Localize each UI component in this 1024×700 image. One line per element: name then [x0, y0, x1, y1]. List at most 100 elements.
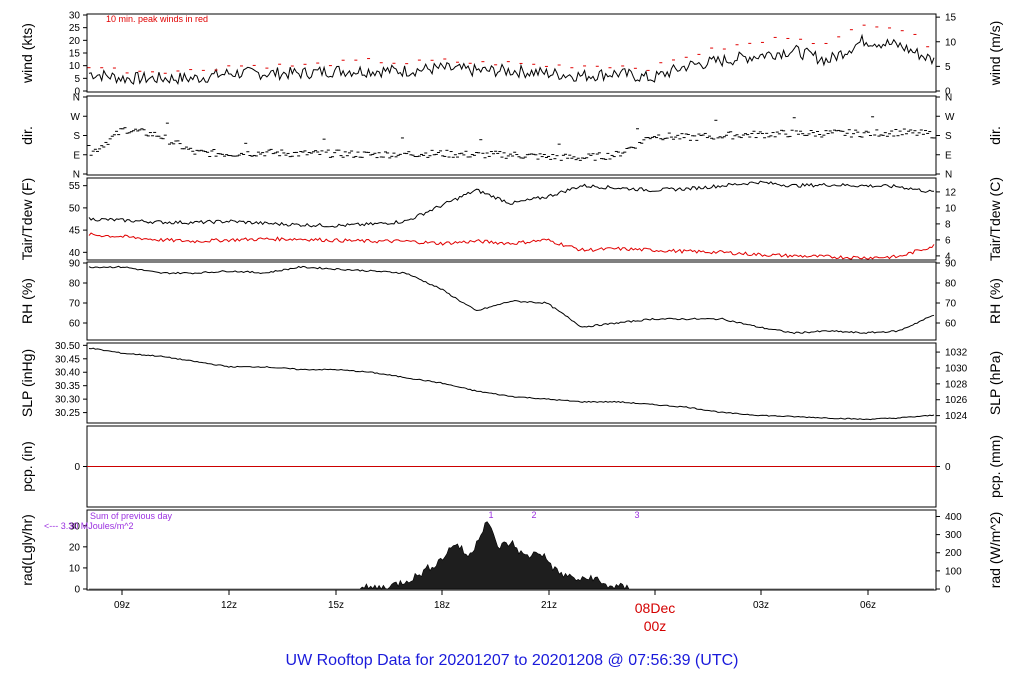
- y-tick-label: 60: [945, 319, 957, 330]
- y-tick-label: 1028: [945, 379, 968, 390]
- panel-temp: Tair/Tdew (F) Tair/Tdew (C) 55 50 45 40 12 10 8 6…: [19, 177, 1003, 262]
- temp-series-Tair: [88, 180, 934, 228]
- x-tick-label: 12z: [221, 600, 237, 611]
- midnight-label: 00z: [644, 618, 667, 634]
- y-label-right: RH (%): [987, 278, 1003, 324]
- chart-panels: wind (kts) wind (m/s)30252015105015105010…: [19, 11, 1003, 596]
- y-tick-label: 0: [74, 585, 80, 596]
- y-tick-label: N: [73, 170, 80, 181]
- panel-frame: [86, 177, 937, 261]
- y-tick-label: 30.50: [55, 341, 80, 352]
- rh-series-0: [88, 265, 935, 335]
- x-tick-label: 06z: [860, 600, 876, 611]
- y-tick-label: 0: [74, 87, 80, 98]
- x-tick-label: 03z: [753, 600, 769, 611]
- y-label-right: SLP (hPa): [987, 351, 1003, 415]
- slp-series-0: [88, 347, 935, 421]
- y-label-right: rad (W/m^2): [987, 512, 1003, 589]
- y-tick-label: 80: [69, 279, 81, 290]
- y-tick-label: E: [73, 150, 80, 161]
- y-tick-label: 0: [74, 462, 80, 473]
- panel-frame: [86, 509, 937, 591]
- y-tick-label: 30: [69, 521, 81, 532]
- y-tick-label: 30.25: [55, 408, 80, 419]
- y-tick-label: 0: [945, 585, 951, 596]
- y-tick-label: 8: [945, 219, 951, 230]
- y-tick-label: 40: [69, 248, 81, 259]
- panel-frame: [86, 13, 937, 93]
- y-tick-label: 60: [69, 319, 81, 330]
- y-label-right: pcp. (mm): [987, 435, 1003, 498]
- y-tick-label: 1026: [945, 395, 968, 406]
- y-tick-label: 90: [945, 259, 957, 270]
- panel-frame: [86, 342, 937, 424]
- date-label: 08Dec: [635, 600, 675, 616]
- y-label-left: pcp. (in): [19, 441, 35, 492]
- y-tick-label: 90: [69, 259, 81, 270]
- rad-marker: 3: [634, 510, 639, 520]
- y-label-right: dir.: [987, 126, 1003, 145]
- y-tick-label: S: [73, 131, 80, 142]
- y-tick-label: 5: [945, 62, 951, 73]
- panel-slp: SLP (inHg) SLP (hPa) 30.50 30.45 30.40 30.35 3…: [19, 341, 1003, 424]
- peak-wind-marks: [87, 24, 930, 74]
- y-label-left: RH (%): [19, 278, 35, 324]
- rad-marker: 1: [488, 510, 493, 520]
- y-tick-label: 50: [69, 203, 81, 214]
- y-tick-label: 10: [69, 61, 81, 72]
- rad-annotation-2: <--- 3.30 MJoules/m^2: [44, 521, 134, 531]
- y-tick-label: E: [945, 150, 952, 161]
- y-tick-label: 0: [945, 462, 951, 473]
- y-tick-label: 4: [945, 251, 951, 262]
- chart-title: UW Rooftop Data for 20201207 to 20201208…: [286, 652, 739, 669]
- rad-series: [89, 521, 934, 590]
- y-label-right: Tair/Tdew (C): [987, 177, 1003, 261]
- panel-frame: [86, 95, 937, 176]
- y-tick-label: 70: [945, 299, 957, 310]
- y-tick-label: 10: [945, 37, 957, 48]
- y-tick-label: N: [945, 170, 952, 181]
- panel-pcp: pcp. (in) pcp. (mm) 0 0: [19, 425, 1003, 508]
- wind-annotation: 10 min. peak winds in red: [106, 14, 208, 24]
- y-tick-label: 300: [945, 530, 962, 541]
- y-tick-label: 30.40: [55, 368, 80, 379]
- x-tick-label: 15z: [328, 600, 344, 611]
- y-tick-label: 10: [945, 203, 957, 214]
- y-label-left: dir.: [19, 126, 35, 145]
- y-tick-label: 15: [69, 49, 81, 60]
- y-tick-label: 400: [945, 512, 962, 523]
- panel-rad: rad(Lgly/hr) rad (W/m^2)30201004003002001…: [19, 509, 1003, 596]
- y-label-left: wind (kts): [19, 23, 35, 84]
- x-tick-label: 09z: [114, 600, 130, 611]
- x-tick-label: 18z: [434, 600, 450, 611]
- y-tick-label: 30: [69, 11, 81, 22]
- y-tick-label: 80: [945, 279, 957, 290]
- y-tick-label: W: [71, 112, 81, 123]
- y-tick-label: 10: [69, 563, 81, 574]
- x-axis: 09z 12z 15z 18z 21z 03z 06z: [114, 590, 876, 611]
- y-tick-label: 45: [69, 226, 81, 237]
- y-tick-label: 15: [945, 13, 957, 24]
- y-tick-label: 0: [945, 87, 951, 98]
- y-tick-label: 5: [74, 74, 80, 85]
- panel-rh: RH (%) RH (%) 90 80 70 60 90 80 70 60: [19, 259, 1003, 341]
- temp-series-Tdew: [88, 232, 935, 260]
- y-tick-label: N: [73, 93, 80, 104]
- x-tick-label: 21z: [541, 600, 557, 611]
- panel-wind: wind (kts) wind (m/s)30252015105015105010…: [19, 11, 1003, 98]
- panel-frame: [86, 261, 937, 341]
- y-tick-label: N: [945, 93, 952, 104]
- y-tick-label: 1030: [945, 363, 968, 374]
- y-tick-label: 20: [69, 542, 81, 553]
- y-tick-label: 30.45: [55, 354, 80, 365]
- y-label-right: wind (m/s): [987, 21, 1003, 87]
- y-tick-label: 55: [69, 181, 81, 192]
- y-tick-label: 70: [69, 299, 81, 310]
- y-tick-label: S: [945, 131, 952, 142]
- y-tick-label: 1032: [945, 348, 968, 359]
- y-label-left: SLP (inHg): [19, 349, 35, 417]
- y-tick-label: 25: [69, 23, 81, 34]
- y-tick-label: 1024: [945, 411, 968, 422]
